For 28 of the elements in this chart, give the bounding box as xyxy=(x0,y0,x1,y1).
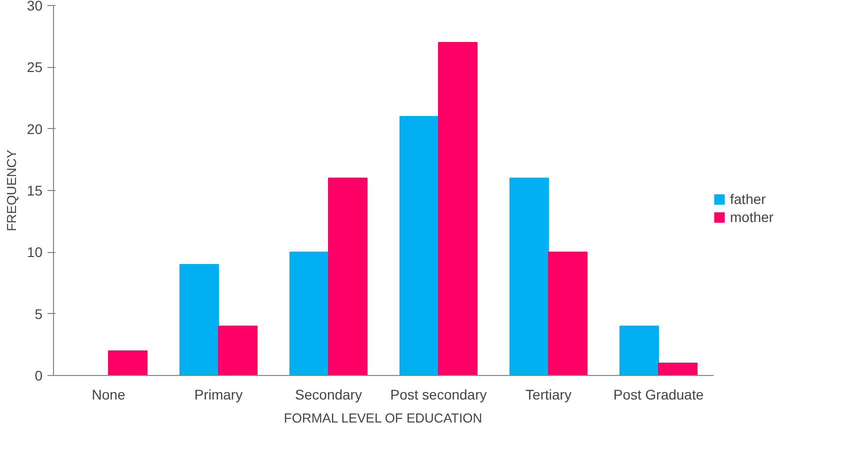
legend-label: mother xyxy=(730,209,774,225)
x-tick-label: Post Graduate xyxy=(613,386,704,402)
bar xyxy=(658,362,698,376)
x-tick-label: Post secondary xyxy=(390,386,487,402)
y-tick-label: 5 xyxy=(34,306,43,322)
bar xyxy=(108,350,148,376)
y-tick-label: 30 xyxy=(26,0,43,14)
bar xyxy=(328,178,368,376)
x-tick-label: None xyxy=(92,386,126,402)
bar xyxy=(510,178,549,376)
y-tick-label: 25 xyxy=(26,59,43,76)
y-tick-label: 0 xyxy=(34,368,43,384)
x-tick-label: Secondary xyxy=(295,386,362,402)
bar xyxy=(290,252,329,376)
y-tick-label: 15 xyxy=(26,182,43,198)
legend-label: father xyxy=(730,191,766,207)
y-axis-title: FREQUENCY xyxy=(4,149,19,232)
x-axis-title: FORMAL LEVEL OF EDUCATION xyxy=(284,410,482,426)
y-tick-label: 10 xyxy=(26,244,43,260)
bar xyxy=(218,326,258,376)
x-tick-label: Primary xyxy=(194,386,243,402)
bar xyxy=(400,116,439,376)
bar xyxy=(620,326,659,376)
bar xyxy=(548,252,588,376)
y-tick-label: 20 xyxy=(26,120,43,137)
bar xyxy=(180,264,219,376)
bar xyxy=(438,42,478,376)
x-tick-label: Tertiary xyxy=(526,386,572,402)
